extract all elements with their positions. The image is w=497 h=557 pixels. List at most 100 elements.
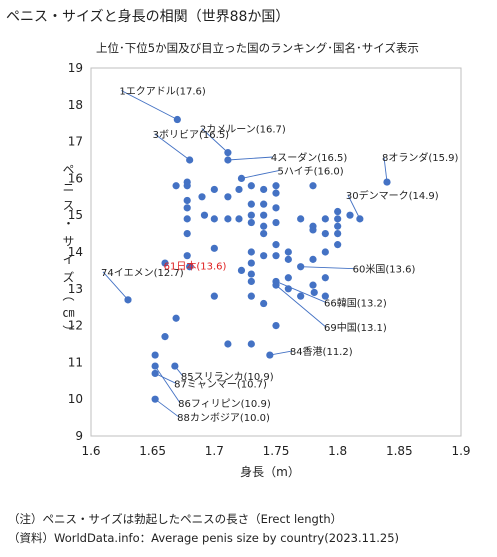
data-point [173,115,181,124]
data-point [321,248,329,256]
data-point [247,259,255,267]
data-point [334,222,342,230]
data-point [247,270,255,278]
data-point [297,263,305,271]
annotation-label: 5ハイチ(16.0) [277,165,343,177]
annotation-leader [154,373,177,384]
data-point [284,285,292,293]
annotation-label: 88カンボジア(10.0) [177,412,270,424]
annotation-leader [154,133,190,161]
data-point [183,215,191,223]
data-point [247,277,255,286]
x-tick-label: 1.6 [81,444,100,458]
data-point [272,281,280,289]
data-point [309,281,317,289]
y-tick-label: 18 [68,98,83,112]
annotation-labels: 1エクアドル(17.6) 2カメルーン(16.7)3ボリビア(16.5) 4スーダン… [101,86,459,425]
x-tick-label: 1.65 [139,444,166,458]
y-tick-label: 12 [68,319,83,333]
data-point [151,351,159,359]
data-points [124,115,391,403]
annotation-label: 30デンマーク(14.9) [346,189,439,202]
annotation-label: 4スーダン(16.5) [271,151,348,164]
data-point [297,292,305,300]
annotation-label: 85スリランカ(10.9) [181,371,274,383]
y-tick-label: 19 [68,61,83,75]
annotation-leader [275,281,327,303]
footnote-source: （資料）WorldData.info：Average penis size by… [8,531,400,545]
data-point [247,182,255,190]
data-point [334,230,342,238]
data-point [334,207,342,216]
plot-area-border [90,67,462,437]
data-point [334,241,342,249]
x-tick-label: 1.8 [328,444,347,458]
data-point [183,196,191,205]
data-point [284,274,292,282]
data-point [224,193,232,201]
y-tick-label: 10 [68,392,83,406]
data-point [260,200,268,208]
data-point [124,296,132,304]
scatter-chart: 1.6 1.65 1.7 1.75 1.8 1.85 1.9 9 10 11 12 13 14 15 16 1… [61,61,471,479]
x-axis-label: 身長（m） [240,464,300,479]
data-point [272,204,280,212]
data-point [284,248,292,256]
data-point [310,288,318,297]
annotation-label: 84香港(11.2) [290,346,353,358]
data-point [183,204,191,212]
y-tick-label: 15 [68,208,83,222]
annotation-leader [102,271,129,301]
annotation-leader [241,169,280,179]
data-point [260,252,268,260]
y-tick-label: 11 [68,355,83,369]
y-tick-label: 17 [68,135,83,149]
data-point [266,351,274,359]
annotation-label: 74イエメン(12.7) [101,268,184,279]
y-tick-label: 14 [68,245,83,259]
data-point [151,369,159,378]
annotation-label: 1エクアドル(17.6) [119,86,206,98]
annotation-leader [154,365,181,404]
y-axis-label: ペニス・サイズ（㎝） [61,163,75,343]
data-point [260,299,268,308]
data-point [247,200,255,208]
data-point [272,182,280,190]
annotation-label: 3ボリビア(16.5) [153,129,230,141]
data-point [172,314,180,322]
data-point [151,395,159,403]
axes: 1.6 1.65 1.7 1.75 1.8 1.85 1.9 9 10 11 12 13 14 15 16 1… [68,61,471,458]
annotation-label: 61日本(13.6) [164,260,227,273]
annotation-label: 8オランダ(15.9) [382,151,459,164]
data-point [260,222,268,230]
annotation-label: 60米国(13.6) [353,263,416,276]
x-tick-label: 1.75 [263,444,290,458]
data-point [183,252,191,260]
annotation-leader [121,90,178,120]
annotation-label: 66韓国(13.2) [324,297,387,309]
data-point [210,244,218,252]
data-point [237,174,246,182]
y-tick-label: 9 [75,429,83,443]
annotation-leader [300,266,355,270]
data-point [284,255,292,263]
data-point [224,340,232,348]
data-point [321,215,329,223]
data-point [172,182,180,190]
data-point [272,252,280,260]
data-point [247,340,255,348]
data-point [200,211,209,219]
data-point [183,178,191,186]
data-point [198,193,206,201]
data-point [224,156,232,164]
data-point [237,266,246,274]
annotation-leader [347,194,361,220]
annotation-label: 2カメルーン(16.7) [200,124,286,136]
annotation-label: 69中国(13.1) [324,321,387,334]
data-point [210,185,218,194]
data-point [272,322,280,330]
x-tick-label: 1.85 [386,444,413,458]
data-point [183,230,191,238]
data-point [224,215,232,223]
data-point [224,149,232,157]
